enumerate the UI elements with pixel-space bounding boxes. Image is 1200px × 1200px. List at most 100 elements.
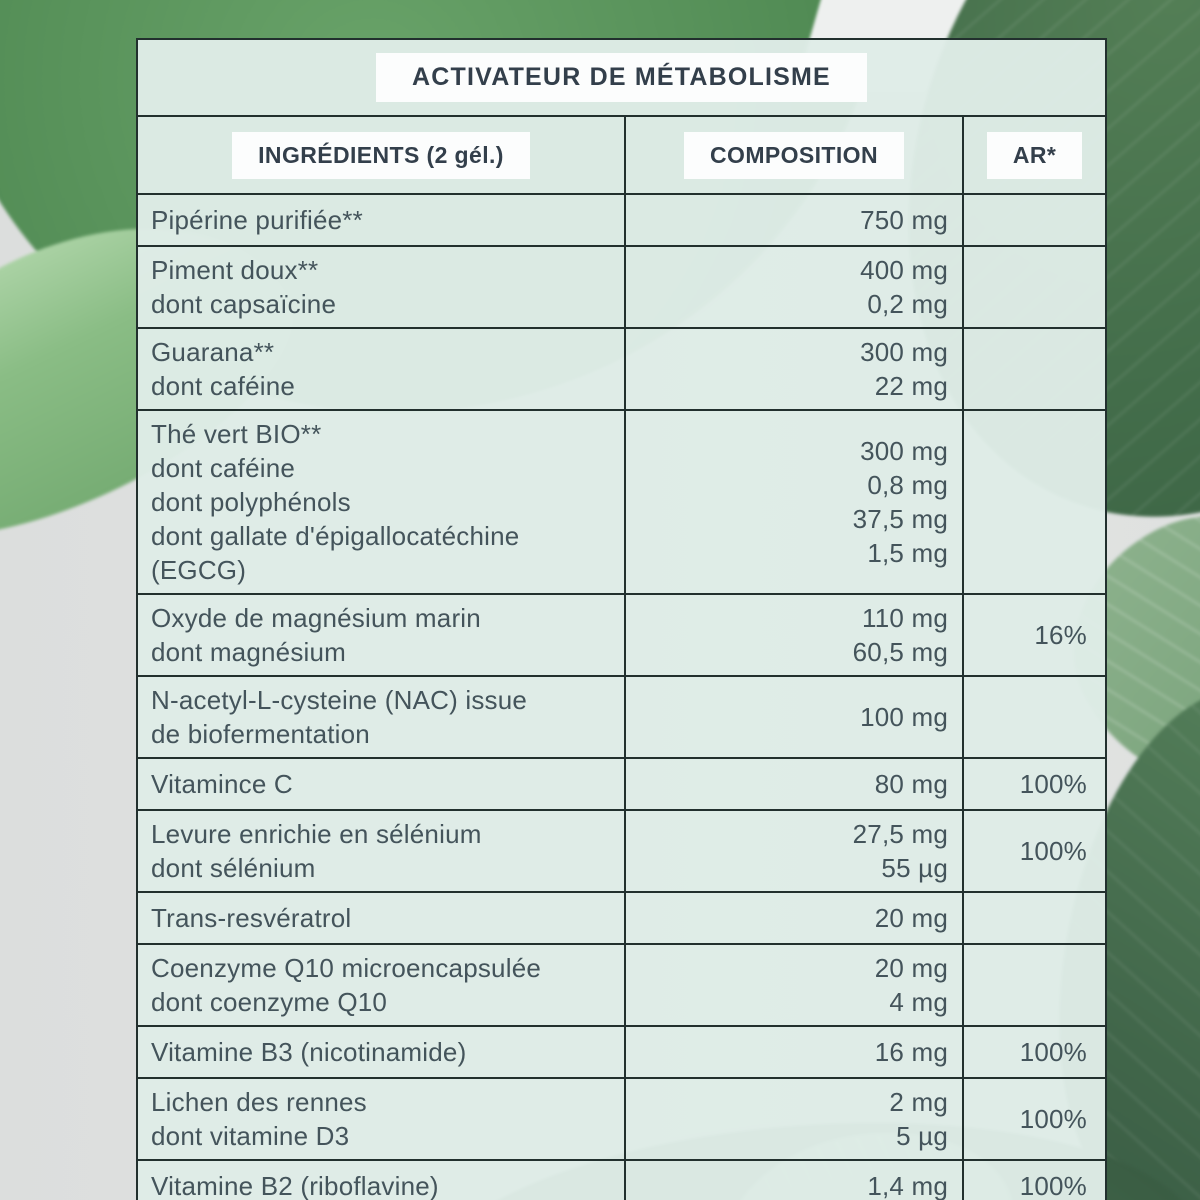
composition-value: 300 mg xyxy=(860,337,948,367)
table-title-box: ACTIVATEUR DE MÉTABOLISME xyxy=(376,53,867,102)
composition-cell: 110 mg 60,5 mg xyxy=(624,595,962,675)
ingredient-cell: Vitamine B3 (nicotinamide) xyxy=(138,1027,624,1077)
ingredient-line: dont caféine xyxy=(151,371,296,401)
composition-cell: 20 mg xyxy=(624,893,962,943)
ar-cell xyxy=(962,677,1105,757)
ingredient-cell: Vitamince C xyxy=(138,759,624,809)
composition-value: 20 mg xyxy=(874,903,948,933)
composition-value: 400 mg xyxy=(860,255,948,285)
ar-cell: 100% xyxy=(962,811,1105,891)
table-title: ACTIVATEUR DE MÉTABOLISME xyxy=(412,63,831,91)
composition-value: 20 mg xyxy=(874,953,948,983)
ingredient-line: dont gallate d'épigallocatéchine xyxy=(151,521,520,551)
composition-cell: 750 mg xyxy=(624,195,962,245)
ingredient-line: de biofermentation xyxy=(151,719,370,749)
table-row: Vitamine B3 (nicotinamide) 16 mg 100% xyxy=(138,1025,1105,1077)
composition-cell: 300 mg 22 mg xyxy=(624,329,962,409)
ingredient-cell: Levure enrichie en sélénium dont sélénium xyxy=(138,811,624,891)
ar-cell: 100% xyxy=(962,1161,1105,1200)
composition-value: 22 mg xyxy=(874,371,948,401)
table-row: Trans-resvératrol 20 mg xyxy=(138,891,1105,943)
composition-value: 0,8 mg xyxy=(867,470,948,500)
table-row: N-acetyl-L-cysteine (NAC) issue de biofer… xyxy=(138,675,1105,757)
table-body: Pipérine purifiée** 750 mg Piment doux**… xyxy=(138,193,1105,1200)
header-cell-ar: AR* xyxy=(962,117,1105,193)
composition-value: 300 mg xyxy=(860,436,948,466)
table-row: Lichen des rennes dont vitamine D3 2 mg 5 … xyxy=(138,1077,1105,1159)
ingredients-header-box: INGRÉDIENTS (2 gél.) xyxy=(232,131,530,179)
table-row: Levure enrichie en sélénium dont sélénium… xyxy=(138,809,1105,891)
table-row: Piment doux** dont capsaïcine 400 mg 0,2 m… xyxy=(138,245,1105,327)
ingredient-line: Vitamine B3 (nicotinamide) xyxy=(151,1037,467,1067)
ar-cell xyxy=(962,329,1105,409)
ingredient-line: Lichen des rennes xyxy=(151,1087,367,1117)
ingredient-line: Thé vert BIO** xyxy=(151,419,322,449)
composition-value: 1,4 mg xyxy=(867,1171,948,1200)
composition-value: 750 mg xyxy=(860,205,948,235)
composition-cell: 80 mg xyxy=(624,759,962,809)
ar-value: 100% xyxy=(1019,769,1087,799)
ingredient-cell: Oxyde de magnésium marin dont magnésium xyxy=(138,595,624,675)
table-row: Guarana** dont caféine 300 mg 22 mg xyxy=(138,327,1105,409)
ingredient-line: Vitamince C xyxy=(151,769,293,799)
composition-header-box: COMPOSITION xyxy=(684,131,904,179)
ingredient-cell: Guarana** dont caféine xyxy=(138,329,624,409)
table-row: Thé vert BIO** dont caféine dont polyphéno… xyxy=(138,409,1105,593)
composition-cell: 2 mg 5 µg xyxy=(624,1079,962,1159)
ar-value: 100% xyxy=(1019,1037,1087,1067)
ar-cell xyxy=(962,195,1105,245)
ar-cell xyxy=(962,411,1105,593)
table-title-row: ACTIVATEUR DE MÉTABOLISME xyxy=(138,40,1105,115)
ingredient-cell: Lichen des rennes dont vitamine D3 xyxy=(138,1079,624,1159)
ingredient-line: Trans-resvératrol xyxy=(151,903,352,933)
ar-cell: 100% xyxy=(962,1027,1105,1077)
table-header-row: INGRÉDIENTS (2 gél.) COMPOSITION AR* xyxy=(138,115,1105,193)
ingredient-line: dont coenzyme Q10 xyxy=(151,987,388,1017)
composition-value: 27,5 mg xyxy=(852,819,948,849)
composition-value: 110 mg xyxy=(862,603,948,633)
header-cell-composition: COMPOSITION xyxy=(624,117,962,193)
composition-cell: 16 mg xyxy=(624,1027,962,1077)
ingredient-line: dont capsaïcine xyxy=(151,289,337,319)
composition-value: 100 mg xyxy=(860,702,948,732)
ingredient-line: Guarana** xyxy=(151,337,275,367)
ingredient-line: Piment doux** xyxy=(151,255,319,285)
ingredient-line: dont magnésium xyxy=(151,637,347,667)
ingredient-cell: Coenzyme Q10 microencapsulée dont coenzym… xyxy=(138,945,624,1025)
composition-cell: 100 mg xyxy=(624,677,962,757)
ar-header-label: AR* xyxy=(1012,141,1057,168)
ar-cell: 16% xyxy=(962,595,1105,675)
composition-value: 0,2 mg xyxy=(867,289,948,319)
ar-value: 16% xyxy=(1034,620,1087,650)
table-row: Coenzyme Q10 microencapsulée dont coenzym… xyxy=(138,943,1105,1025)
ar-value: 100% xyxy=(1019,836,1087,866)
ingredient-line: Levure enrichie en sélénium xyxy=(151,819,482,849)
header-cell-ingredients: INGRÉDIENTS (2 gél.) xyxy=(138,117,624,193)
composition-cell: 1,4 mg xyxy=(624,1161,962,1200)
composition-value: 1,5 mg xyxy=(867,538,948,568)
composition-cell: 27,5 mg 55 µg xyxy=(624,811,962,891)
composition-value: 4 mg xyxy=(889,987,948,1017)
ar-value: 100% xyxy=(1019,1171,1087,1200)
composition-cell: 300 mg 0,8 mg 37,5 mg 1,5 mg xyxy=(624,411,962,593)
ingredient-cell: N-acetyl-L-cysteine (NAC) issue de biofer… xyxy=(138,677,624,757)
table-row: Oxyde de magnésium marin dont magnésium 1… xyxy=(138,593,1105,675)
ar-cell: 100% xyxy=(962,1079,1105,1159)
ar-cell xyxy=(962,893,1105,943)
ingredient-line: Oxyde de magnésium marin xyxy=(151,603,481,633)
ar-value: 100% xyxy=(1019,1104,1087,1134)
ar-cell xyxy=(962,945,1105,1025)
composition-value: 55 µg xyxy=(881,853,948,883)
table-row: Vitamine B2 (riboflavine) 1,4 mg 100% xyxy=(138,1159,1105,1200)
ar-cell: 100% xyxy=(962,759,1105,809)
ar-cell xyxy=(962,247,1105,327)
composition-value: 37,5 mg xyxy=(852,504,948,534)
composition-value: 16 mg xyxy=(874,1037,948,1067)
ingredient-cell: Vitamine B2 (riboflavine) xyxy=(138,1161,624,1200)
composition-value: 80 mg xyxy=(874,769,948,799)
ar-header-box: AR* xyxy=(986,131,1083,179)
table-row: Pipérine purifiée** 750 mg xyxy=(138,193,1105,245)
ingredient-line: (EGCG) xyxy=(151,555,247,585)
ingredient-line: Vitamine B2 (riboflavine) xyxy=(151,1171,439,1200)
